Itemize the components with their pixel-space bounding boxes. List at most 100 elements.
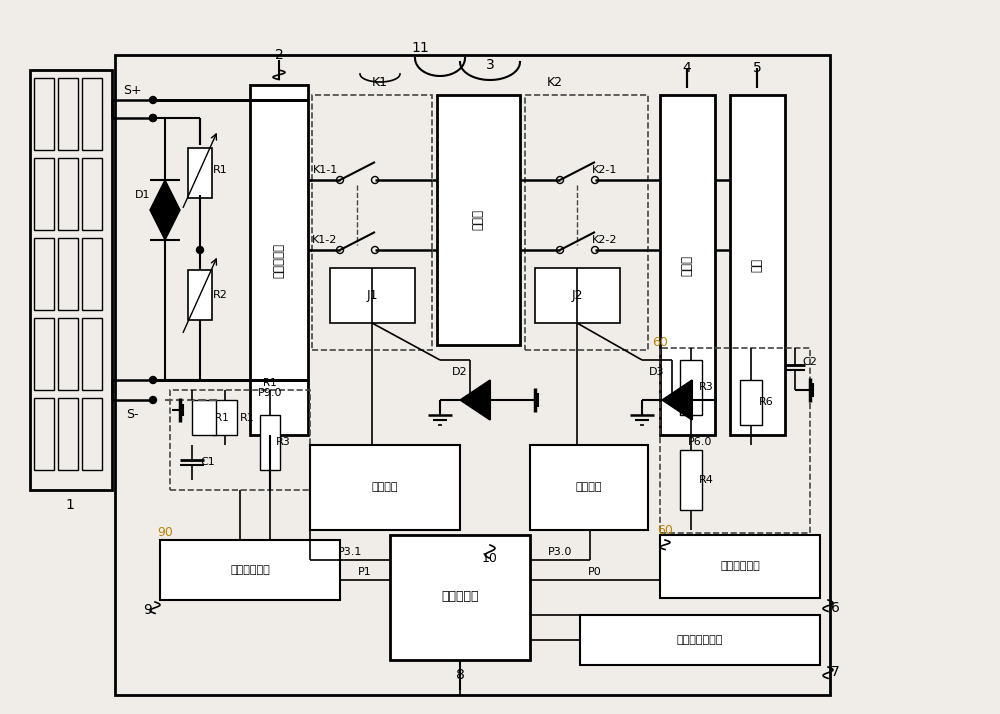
Text: 11: 11: [411, 41, 429, 55]
Bar: [260, 415, 280, 470]
Text: 60: 60: [657, 523, 673, 536]
Bar: [312, 95, 432, 350]
Text: K1-2: K1-2: [312, 235, 338, 245]
Bar: [660, 95, 715, 435]
Text: K1: K1: [372, 76, 388, 89]
Bar: [250, 85, 308, 435]
Bar: [34, 398, 54, 470]
Bar: [34, 318, 54, 390]
Bar: [82, 158, 102, 230]
Text: 键盘和显示电路: 键盘和显示电路: [677, 635, 723, 645]
Polygon shape: [662, 380, 692, 420]
Text: P3.0: P3.0: [548, 547, 572, 557]
Bar: [680, 360, 702, 415]
Text: 2: 2: [275, 48, 283, 62]
Bar: [34, 78, 54, 150]
Bar: [310, 445, 460, 530]
Polygon shape: [150, 180, 180, 210]
Bar: [58, 158, 78, 230]
Text: S-: S-: [126, 408, 138, 421]
Text: 负载: 负载: [750, 258, 764, 272]
Text: 8: 8: [456, 668, 464, 682]
Circle shape: [150, 114, 156, 121]
Bar: [580, 615, 820, 665]
Text: R3: R3: [276, 437, 290, 447]
Text: P0: P0: [588, 567, 602, 577]
Text: R1: R1: [263, 378, 277, 388]
Text: D1: D1: [135, 190, 151, 200]
Text: R1: R1: [215, 413, 229, 423]
Text: 9: 9: [144, 603, 152, 617]
Text: 充电控制器: 充电控制器: [272, 243, 286, 278]
Text: J1: J1: [366, 289, 378, 303]
Bar: [192, 400, 216, 435]
Text: K1-1: K1-1: [312, 165, 338, 175]
Text: 4: 4: [683, 61, 691, 75]
Text: 逆变器: 逆变器: [680, 254, 694, 276]
Text: C2: C2: [803, 357, 817, 367]
Text: D2: D2: [452, 367, 468, 377]
Text: 输入检测电路: 输入检测电路: [230, 565, 270, 575]
Text: K2-2: K2-2: [592, 235, 618, 245]
Text: P1: P1: [358, 567, 372, 577]
Text: K2-1: K2-1: [592, 165, 618, 175]
Text: 输出检测电路: 输出检测电路: [720, 561, 760, 571]
Text: R1: R1: [213, 165, 227, 175]
Bar: [437, 95, 520, 345]
Text: 10: 10: [482, 551, 498, 565]
Bar: [660, 535, 820, 598]
Circle shape: [150, 96, 156, 104]
Circle shape: [150, 376, 156, 383]
Bar: [330, 268, 415, 323]
Text: 60: 60: [652, 336, 668, 348]
Bar: [188, 270, 212, 320]
Text: 7: 7: [831, 665, 839, 679]
Text: D3: D3: [649, 367, 665, 377]
Bar: [115, 55, 830, 695]
Text: J2: J2: [571, 289, 583, 303]
Text: 中央处理器: 中央处理器: [441, 590, 479, 603]
Bar: [82, 398, 102, 470]
Bar: [30, 70, 112, 490]
Text: 1: 1: [66, 498, 74, 512]
Text: 5: 5: [753, 61, 761, 75]
Text: S+: S+: [123, 84, 141, 96]
Text: R1: R1: [240, 413, 254, 423]
Text: 电池组: 电池组: [472, 209, 484, 231]
Bar: [730, 95, 785, 435]
Bar: [58, 78, 78, 150]
Bar: [530, 445, 648, 530]
Bar: [390, 535, 530, 660]
Bar: [170, 390, 310, 490]
Bar: [82, 78, 102, 150]
Bar: [535, 268, 620, 323]
Bar: [213, 400, 237, 435]
Circle shape: [150, 396, 156, 403]
Text: K2: K2: [547, 76, 563, 89]
Text: P3.1: P3.1: [338, 547, 362, 557]
Bar: [82, 238, 102, 310]
Bar: [160, 540, 340, 600]
Bar: [740, 380, 762, 425]
Text: C1: C1: [201, 457, 215, 467]
Bar: [188, 148, 212, 198]
Bar: [660, 348, 810, 533]
Text: 6: 6: [831, 601, 839, 615]
Text: 驱动电路: 驱动电路: [372, 482, 398, 492]
Circle shape: [150, 114, 156, 121]
Polygon shape: [460, 380, 490, 420]
Text: R6: R6: [759, 397, 773, 407]
Text: 3: 3: [486, 58, 494, 72]
Text: R3: R3: [699, 382, 713, 392]
Text: R4: R4: [699, 475, 713, 485]
Bar: [58, 238, 78, 310]
Bar: [58, 318, 78, 390]
Text: 驱动电路: 驱动电路: [576, 482, 602, 492]
Text: 90: 90: [157, 526, 173, 538]
Text: R2: R2: [213, 290, 227, 300]
Text: P9.0: P9.0: [258, 388, 282, 398]
Text: P6.0: P6.0: [688, 437, 712, 447]
Bar: [58, 398, 78, 470]
Bar: [34, 238, 54, 310]
Bar: [34, 158, 54, 230]
